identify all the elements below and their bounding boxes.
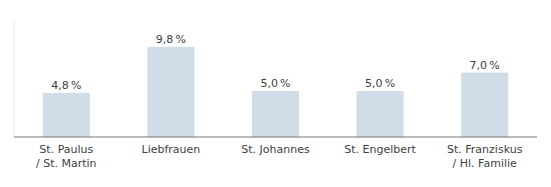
data-labels: 4,8 % 9,8 % 5,0 % 5,0 % 7,0 % [51,33,500,92]
x-tick-label-line: / Hl. Familie [453,157,517,170]
bar [43,93,90,137]
data-label: 9,8 % [156,33,186,46]
x-tick-label-line: St. Paulus [39,143,93,156]
data-label: 5,0 % [365,77,395,90]
y-axis-line [14,22,15,137]
x-tick-label-line: St. Johannes [241,143,310,156]
chart: 4,8 % 9,8 % 5,0 % 5,0 % 7,0 % St. Paulus/ St.… [0,0,551,187]
x-tick-label-line: Liebfrauen [142,143,201,156]
x-tick-label: St. Paulus/ St. Martin [36,143,97,170]
data-label: 5,0 % [260,77,290,90]
x-tick-label-line: St. Franziskus [447,143,523,156]
bars [43,47,508,137]
x-tick-label: St. Franziskus/ Hl. Familie [447,143,523,170]
x-tick-label: St. Engelbert [344,143,416,156]
x-tick-labels: St. Paulus/ St. Martin Liebfrauen St. Joha… [36,143,523,170]
x-tick-label-line: St. Engelbert [344,143,416,156]
chart-container: 4,8 % 9,8 % 5,0 % 5,0 % 7,0 % St. Paulus/ St.… [0,0,551,187]
x-axis-line [14,137,537,138]
bar [357,91,404,137]
data-label: 4,8 % [51,79,81,92]
bar [147,47,194,137]
x-tick-label-line: / St. Martin [36,157,97,170]
bar [252,91,299,137]
x-tick-label: Liebfrauen [142,143,201,156]
data-label: 7,0 % [470,59,500,72]
x-tick-label: St. Johannes [241,143,310,156]
bar [461,73,508,137]
